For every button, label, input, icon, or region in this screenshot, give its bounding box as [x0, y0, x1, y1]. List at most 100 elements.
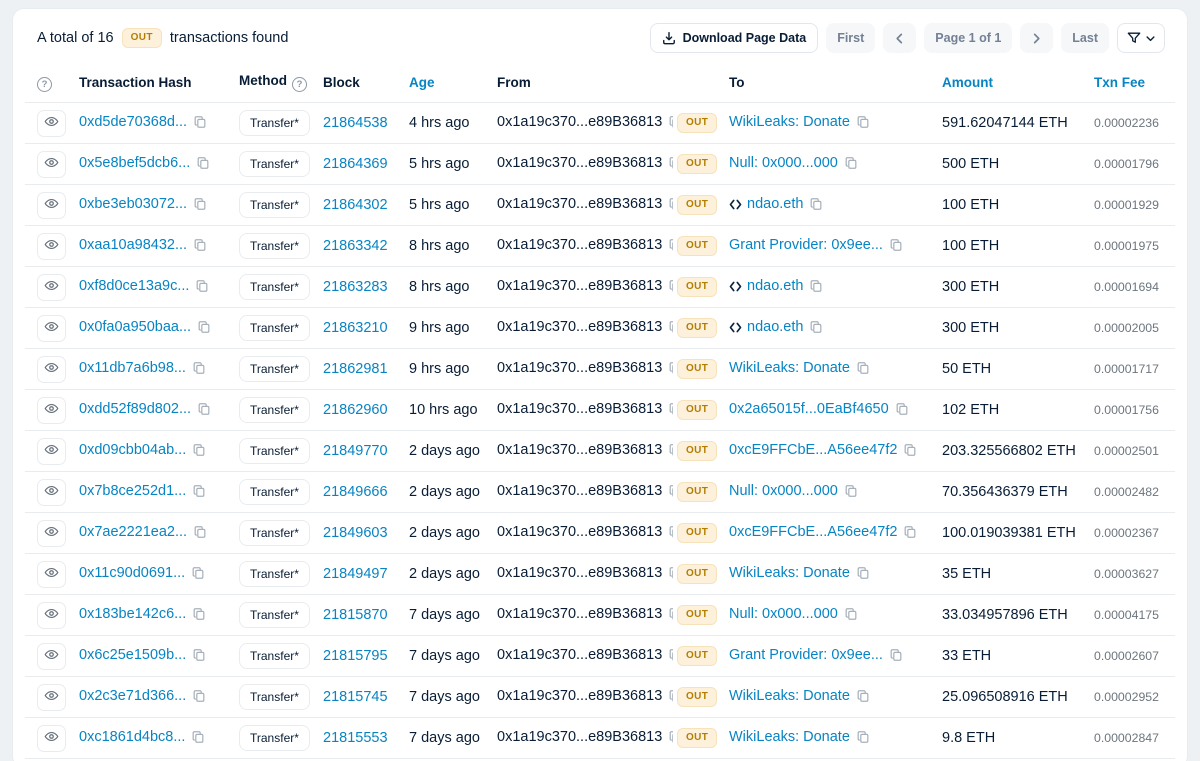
copy-icon[interactable] [668, 156, 673, 174]
age-value[interactable]: 4 hrs ago [409, 115, 470, 131]
copy-icon[interactable] [889, 238, 903, 256]
preview-transaction-button[interactable] [37, 724, 66, 752]
block-link[interactable]: 21864302 [323, 197, 388, 213]
method-badge[interactable]: Transfer* [239, 192, 310, 218]
block-link[interactable]: 21815745 [323, 689, 388, 705]
preview-transaction-button[interactable] [37, 232, 66, 260]
copy-icon[interactable] [193, 525, 207, 543]
copy-icon[interactable] [668, 648, 673, 666]
block-link[interactable]: 21815553 [323, 730, 388, 746]
preview-transaction-button[interactable] [37, 601, 66, 629]
copy-icon[interactable] [192, 607, 206, 625]
transaction-hash-link[interactable]: 0xbe3eb03072... [79, 195, 188, 212]
to-address-link[interactable]: Grant Provider: 0x9ee... [729, 236, 883, 253]
to-address-link[interactable]: 0x2a65015f...0EaBf4650 [729, 400, 889, 417]
header-txn-fee-sort[interactable]: Txn Fee [1090, 65, 1175, 103]
age-value[interactable]: 2 days ago [409, 484, 480, 500]
method-badge[interactable]: Transfer* [239, 643, 310, 669]
to-address-link[interactable]: 0xcE9FFCbE...A56ee47f2 [729, 441, 898, 458]
block-link[interactable]: 21863342 [323, 238, 388, 254]
block-link[interactable]: 21864538 [323, 115, 388, 131]
copy-icon[interactable] [195, 279, 209, 297]
method-badge[interactable]: Transfer* [239, 438, 310, 464]
transaction-hash-link[interactable]: 0xdd52f89d802... [79, 400, 192, 417]
copy-icon[interactable] [193, 238, 207, 256]
block-link[interactable]: 21862960 [323, 402, 388, 418]
method-badge[interactable]: Transfer* [239, 684, 310, 710]
age-value[interactable]: 2 days ago [409, 443, 480, 459]
preview-transaction-button[interactable] [37, 150, 66, 178]
copy-icon[interactable] [192, 361, 206, 379]
transaction-hash-link[interactable]: 0x7b8ce252d1... [79, 482, 187, 499]
copy-icon[interactable] [668, 607, 673, 625]
block-link[interactable]: 21849770 [323, 443, 388, 459]
copy-icon[interactable] [889, 648, 903, 666]
age-value[interactable]: 9 hrs ago [409, 320, 470, 336]
copy-icon[interactable] [191, 730, 205, 748]
to-address-link[interactable]: ndao.eth [747, 318, 804, 335]
block-link[interactable]: 21863283 [323, 279, 388, 295]
first-page-button[interactable]: First [826, 23, 876, 53]
transaction-hash-link[interactable]: 0x11db7a6b98... [79, 359, 186, 376]
block-link[interactable]: 21849666 [323, 484, 388, 500]
block-link[interactable]: 21864369 [323, 156, 388, 172]
to-address-link[interactable]: Null: 0x000...000 [729, 154, 838, 171]
block-link[interactable]: 21863210 [323, 320, 388, 336]
transaction-hash-link[interactable]: 0x6c25e1509b... [79, 646, 187, 663]
header-age-sort[interactable]: Age [405, 65, 493, 103]
transaction-hash-link[interactable]: 0xf8d0ce13a9c... [79, 277, 190, 294]
question-icon[interactable]: ? [37, 77, 52, 92]
block-link[interactable]: 21815870 [323, 607, 388, 623]
copy-icon[interactable] [668, 402, 673, 420]
copy-icon[interactable] [856, 361, 870, 379]
method-badge[interactable]: Transfer* [239, 561, 310, 587]
preview-transaction-button[interactable] [37, 273, 66, 301]
preview-transaction-button[interactable] [37, 437, 66, 465]
header-amount-sort[interactable]: Amount [938, 65, 1090, 103]
copy-icon[interactable] [668, 361, 673, 379]
transaction-hash-link[interactable]: 0x0fa0a950baa... [79, 318, 192, 335]
copy-icon[interactable] [844, 484, 858, 502]
copy-icon[interactable] [197, 320, 211, 338]
copy-icon[interactable] [668, 115, 673, 133]
preview-transaction-button[interactable] [37, 396, 66, 424]
to-address-link[interactable]: ndao.eth [747, 277, 804, 294]
copy-icon[interactable] [844, 156, 858, 174]
block-link[interactable]: 21862981 [323, 361, 388, 377]
copy-icon[interactable] [856, 115, 870, 133]
copy-icon[interactable] [668, 320, 673, 338]
to-address-link[interactable]: ndao.eth [747, 195, 804, 212]
method-badge[interactable]: Transfer* [239, 274, 310, 300]
copy-icon[interactable] [196, 156, 210, 174]
age-value[interactable]: 7 days ago [409, 730, 480, 746]
to-address-link[interactable]: WikiLeaks: Donate [729, 728, 850, 745]
preview-transaction-button[interactable] [37, 191, 66, 219]
method-badge[interactable]: Transfer* [239, 602, 310, 628]
preview-transaction-button[interactable] [37, 478, 66, 506]
method-badge[interactable]: Transfer* [239, 233, 310, 259]
download-page-data-button[interactable]: Download Page Data [649, 23, 819, 53]
transaction-hash-link[interactable]: 0x11c90d0691... [79, 564, 186, 581]
to-address-link[interactable]: Null: 0x000...000 [729, 482, 838, 499]
copy-icon[interactable] [856, 689, 870, 707]
method-badge[interactable]: Transfer* [239, 356, 310, 382]
copy-icon[interactable] [844, 607, 858, 625]
preview-transaction-button[interactable] [37, 642, 66, 670]
copy-icon[interactable] [668, 689, 673, 707]
copy-icon[interactable] [193, 197, 207, 215]
last-page-button[interactable]: Last [1061, 23, 1109, 53]
block-link[interactable]: 21849497 [323, 566, 388, 582]
copy-icon[interactable] [192, 689, 206, 707]
transaction-hash-link[interactable]: 0xd5de70368d... [79, 113, 188, 130]
copy-icon[interactable] [895, 402, 909, 420]
to-address-link[interactable]: WikiLeaks: Donate [729, 113, 850, 130]
method-badge[interactable]: Transfer* [239, 479, 310, 505]
method-badge[interactable]: Transfer* [239, 397, 310, 423]
copy-icon[interactable] [809, 279, 823, 297]
transaction-hash-link[interactable]: 0xaa10a98432... [79, 236, 188, 253]
transaction-hash-link[interactable]: 0x5e8bef5dcb6... [79, 154, 191, 171]
age-value[interactable]: 5 hrs ago [409, 197, 470, 213]
block-link[interactable]: 21815795 [323, 648, 388, 664]
transaction-hash-link[interactable]: 0x2c3e71d366... [79, 687, 187, 704]
copy-icon[interactable] [668, 197, 673, 215]
